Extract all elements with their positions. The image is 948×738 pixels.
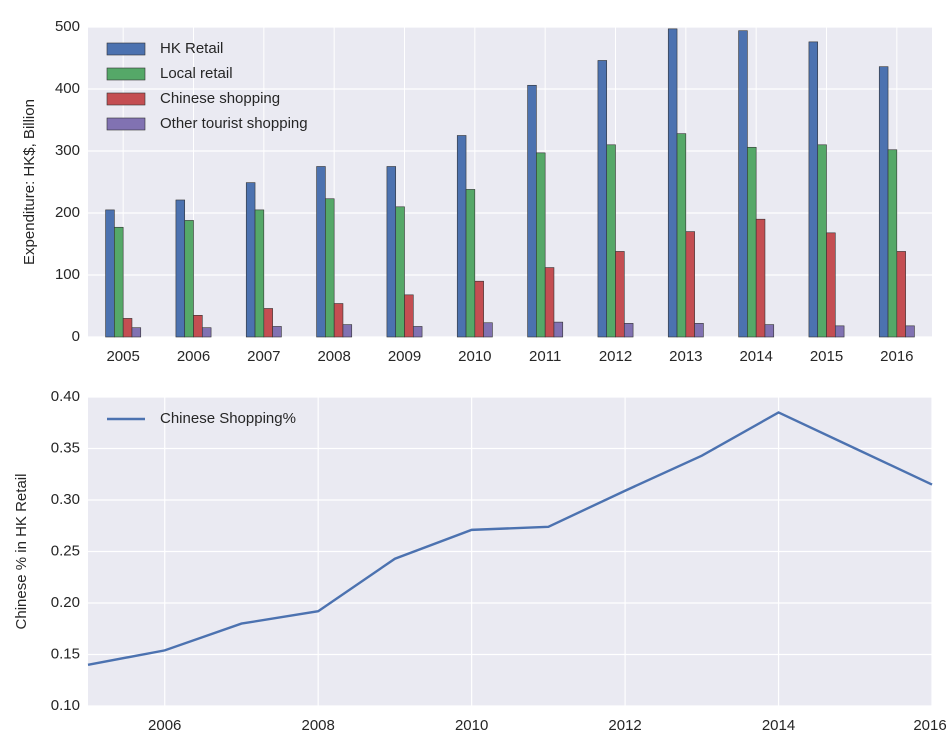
x-tick-label: 2011 (529, 348, 561, 365)
bar (483, 322, 493, 338)
bar (878, 66, 889, 338)
y-tick-label: 0.30 (51, 491, 80, 508)
y-tick-label: 0.20 (51, 594, 80, 611)
y-axis-label: Chinese % in HK Retail (13, 474, 30, 630)
bar (272, 326, 282, 338)
x-tick-label: 2010 (458, 348, 491, 365)
x-tick-label: 2006 (177, 348, 210, 365)
bar (386, 166, 397, 338)
bar (263, 308, 273, 338)
x-tick-label: 2015 (810, 348, 843, 365)
bar (764, 324, 775, 338)
x-tick-label: 2016 (913, 717, 946, 734)
legend-label: Other tourist shopping (160, 115, 308, 132)
bar (131, 327, 142, 338)
x-tick-label: 2014 (762, 717, 795, 734)
bar (597, 60, 608, 338)
x-tick-label: 2008 (301, 717, 334, 734)
bar (474, 280, 484, 338)
y-tick-label: 0.25 (51, 542, 80, 559)
y-tick-label: 300 (55, 142, 80, 159)
bar (456, 135, 467, 338)
bar (738, 30, 748, 338)
bar (694, 323, 704, 338)
bar (114, 226, 124, 338)
x-tick-label: 2010 (455, 717, 488, 734)
bar (544, 267, 555, 338)
bar (412, 326, 423, 338)
legend-label: Chinese shopping (160, 90, 280, 107)
y-tick-label: 100 (55, 266, 80, 283)
bar (395, 206, 405, 338)
x-tick-label: 2012 (599, 348, 632, 365)
bar (325, 198, 335, 338)
bar (808, 41, 819, 338)
bar (465, 189, 476, 338)
bar (747, 146, 757, 338)
y-tick-label: 0 (72, 328, 80, 345)
bar (623, 323, 634, 338)
bar (755, 218, 766, 338)
legend-label: Local retail (160, 65, 233, 82)
bar (175, 199, 186, 338)
bar (245, 182, 256, 338)
x-tick-label: 2014 (739, 348, 772, 365)
legend-swatch (106, 67, 146, 81)
bar (905, 325, 915, 338)
legend-label: Chinese Shopping% (160, 410, 296, 427)
bar (685, 231, 695, 338)
bar (887, 149, 898, 338)
x-tick-label: 2006 (148, 717, 181, 734)
bar (676, 133, 687, 338)
bar (184, 220, 194, 338)
y-tick-label: 0.40 (51, 388, 80, 405)
bar (122, 318, 133, 338)
x-tick-label: 2009 (388, 348, 421, 365)
legend-label: HK Retail (160, 40, 223, 57)
legend-swatch (106, 92, 146, 106)
bar (896, 251, 906, 338)
bar (826, 232, 836, 338)
x-tick-label: 2012 (608, 717, 641, 734)
bar (105, 209, 115, 338)
bar (606, 144, 616, 338)
line (87, 411, 933, 666)
y-tick-label: 0.35 (51, 439, 80, 456)
bar (342, 324, 353, 338)
bar (333, 303, 344, 338)
x-tick-label: 2007 (247, 348, 280, 365)
bar (667, 28, 678, 338)
legend-swatch (106, 42, 146, 56)
bar (615, 251, 625, 338)
plot-area (88, 27, 932, 337)
x-tick-label: 2008 (317, 348, 350, 365)
bar (404, 294, 414, 338)
bar (254, 209, 265, 338)
y-tick-label: 400 (55, 80, 80, 97)
y-tick-label: 0.10 (51, 697, 80, 714)
bar (527, 84, 537, 338)
x-tick-label: 2013 (669, 348, 702, 365)
bar (316, 166, 326, 338)
y-tick-label: 500 (55, 18, 80, 35)
y-tick-label: 200 (55, 204, 80, 221)
x-tick-label: 2016 (880, 348, 913, 365)
bar (834, 325, 845, 338)
bar (201, 327, 212, 338)
y-tick-label: 0.15 (51, 645, 80, 662)
bar (536, 152, 546, 338)
y-axis-label: Expenditure: HK$, Billion (21, 99, 38, 265)
bar (553, 321, 564, 338)
bar (817, 144, 827, 338)
legend-swatch (106, 117, 146, 131)
x-tick-label: 2005 (106, 348, 139, 365)
bar (193, 314, 203, 338)
